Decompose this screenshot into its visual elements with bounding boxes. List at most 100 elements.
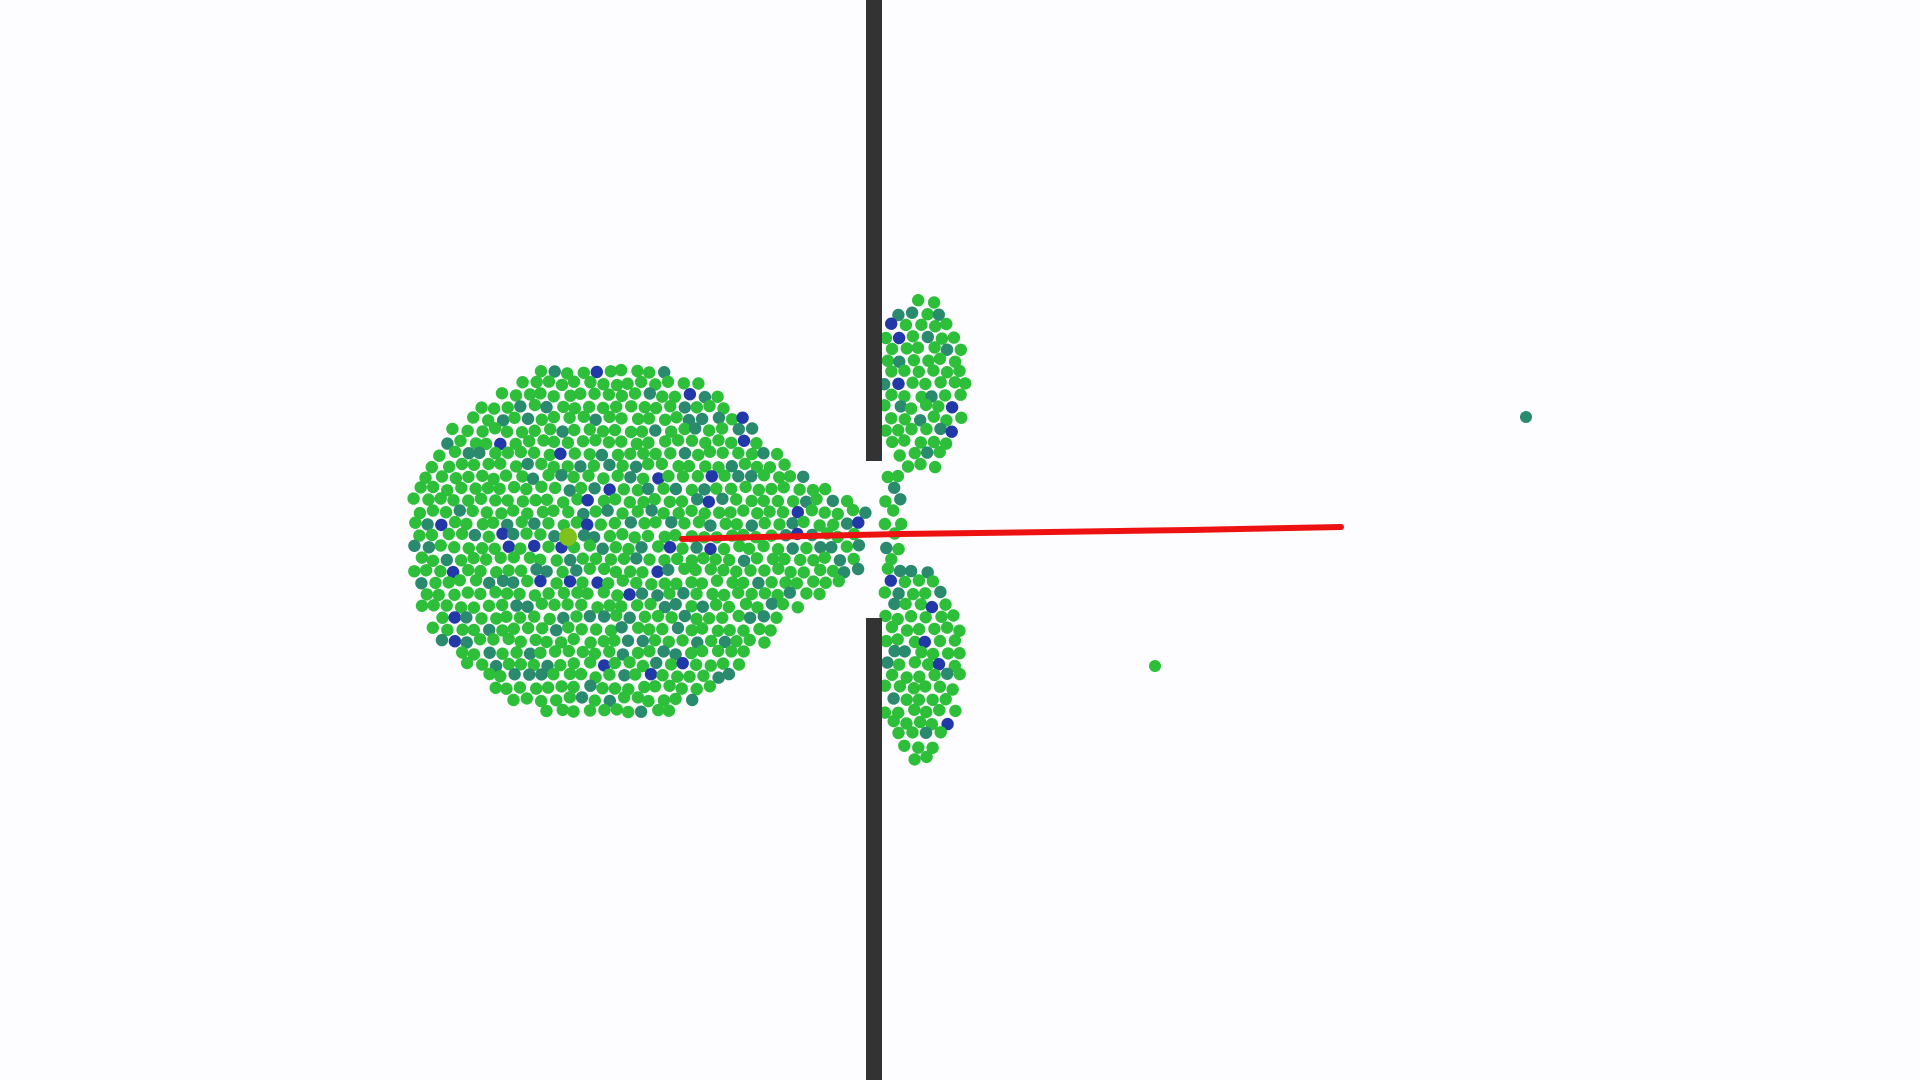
particle (544, 423, 557, 436)
particle (582, 400, 596, 414)
particle (523, 551, 537, 564)
particle (583, 610, 596, 623)
particle (621, 634, 635, 647)
particle (675, 682, 688, 695)
particle (840, 517, 854, 530)
particle (713, 506, 726, 519)
particle (670, 577, 683, 590)
particle (610, 609, 623, 622)
particle (900, 624, 914, 637)
particle (689, 658, 703, 671)
particle (665, 611, 678, 624)
wall-top (866, 0, 882, 461)
particle (419, 564, 433, 577)
particle (919, 726, 933, 739)
particle (663, 541, 677, 554)
particle (793, 483, 806, 496)
particle (625, 400, 638, 413)
particle (794, 553, 807, 567)
particle (723, 624, 736, 637)
particle (898, 575, 912, 589)
particle (434, 492, 447, 505)
particle (615, 621, 628, 634)
particle (704, 659, 717, 672)
particle (623, 656, 636, 669)
particle (408, 565, 421, 578)
particle (628, 531, 641, 544)
particle (745, 447, 759, 461)
particle (692, 515, 706, 529)
particle (476, 518, 490, 531)
particle (630, 599, 644, 612)
particle (567, 657, 580, 670)
particle (591, 601, 604, 614)
particle (631, 364, 644, 378)
particle (535, 413, 548, 426)
particle (632, 621, 645, 634)
particle (581, 494, 594, 507)
particle (840, 540, 854, 553)
particle (589, 623, 603, 636)
particle (476, 469, 489, 482)
particle (826, 494, 839, 508)
particle (678, 517, 691, 530)
particle (475, 401, 488, 414)
particle (657, 507, 670, 520)
particle (407, 492, 420, 505)
particle (953, 647, 966, 660)
particle (933, 445, 946, 459)
particle (603, 599, 616, 612)
particle (900, 342, 913, 355)
particle (534, 365, 548, 378)
particle (776, 506, 790, 519)
particle (675, 495, 689, 508)
particle (879, 331, 893, 345)
particle (664, 658, 678, 671)
particle (556, 565, 569, 579)
particle (617, 483, 630, 496)
particle (467, 551, 480, 565)
particle (641, 482, 655, 496)
particle (927, 364, 940, 377)
particle (496, 527, 509, 540)
particle (914, 457, 927, 471)
particle (616, 459, 629, 472)
particle (415, 599, 429, 612)
particle (542, 587, 555, 600)
particle (454, 554, 468, 567)
particle (716, 492, 729, 505)
particle (527, 658, 540, 672)
particle (881, 562, 895, 575)
particle (494, 670, 507, 683)
particle (698, 483, 711, 496)
particle (920, 422, 933, 436)
particle (737, 624, 750, 637)
particle (692, 448, 705, 462)
particle (753, 622, 766, 636)
particle (596, 425, 610, 438)
particle (733, 539, 746, 553)
particle (894, 400, 907, 413)
particle (547, 668, 560, 681)
particle (649, 447, 662, 461)
particle (582, 469, 595, 482)
particle (494, 551, 507, 564)
particle (500, 425, 514, 438)
particle (635, 541, 648, 554)
particle (473, 446, 486, 460)
particle (656, 390, 669, 403)
particle (530, 375, 543, 389)
particle (898, 390, 911, 403)
particle (482, 599, 496, 612)
particle (651, 609, 665, 623)
particle (468, 528, 482, 542)
particle (643, 645, 656, 658)
particle (598, 703, 611, 717)
particle (630, 437, 643, 450)
particle (689, 563, 702, 577)
particle (557, 400, 570, 414)
particle (615, 389, 629, 403)
particle (589, 413, 602, 426)
particle (771, 494, 785, 508)
particle (489, 494, 502, 507)
